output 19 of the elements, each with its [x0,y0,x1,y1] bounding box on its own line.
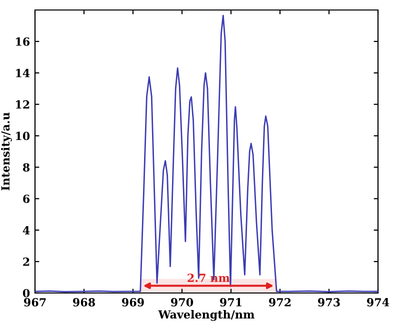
y-tick-label: 4 [22,226,30,234]
y-tick-label: 8 [22,163,30,172]
y-tick-label: 0 [22,288,30,298]
x-tick-label: 969 [122,298,144,306]
y-axis-title: Intensity/a.u [0,112,12,190]
x-tick-label: 972 [269,298,291,306]
x-tick-label: 968 [73,298,95,306]
y-tick-label: 12 [16,100,30,109]
y-tick-label: 2 [23,258,30,266]
x-axis-title: Wavelength/nm [158,310,254,321]
x-tick-label: 974 [367,298,390,306]
x-tick-label: 971 [220,298,242,306]
x-tick-label: 967 [24,298,46,306]
y-tick-label: 14 [16,68,30,78]
x-tick-label: 973 [318,298,340,306]
x-tick-label: 970 [171,298,194,306]
y-tick-label: 6 [23,194,30,204]
y-tick-label: 16 [16,37,30,46]
y-tick-label: 10 [16,132,30,140]
